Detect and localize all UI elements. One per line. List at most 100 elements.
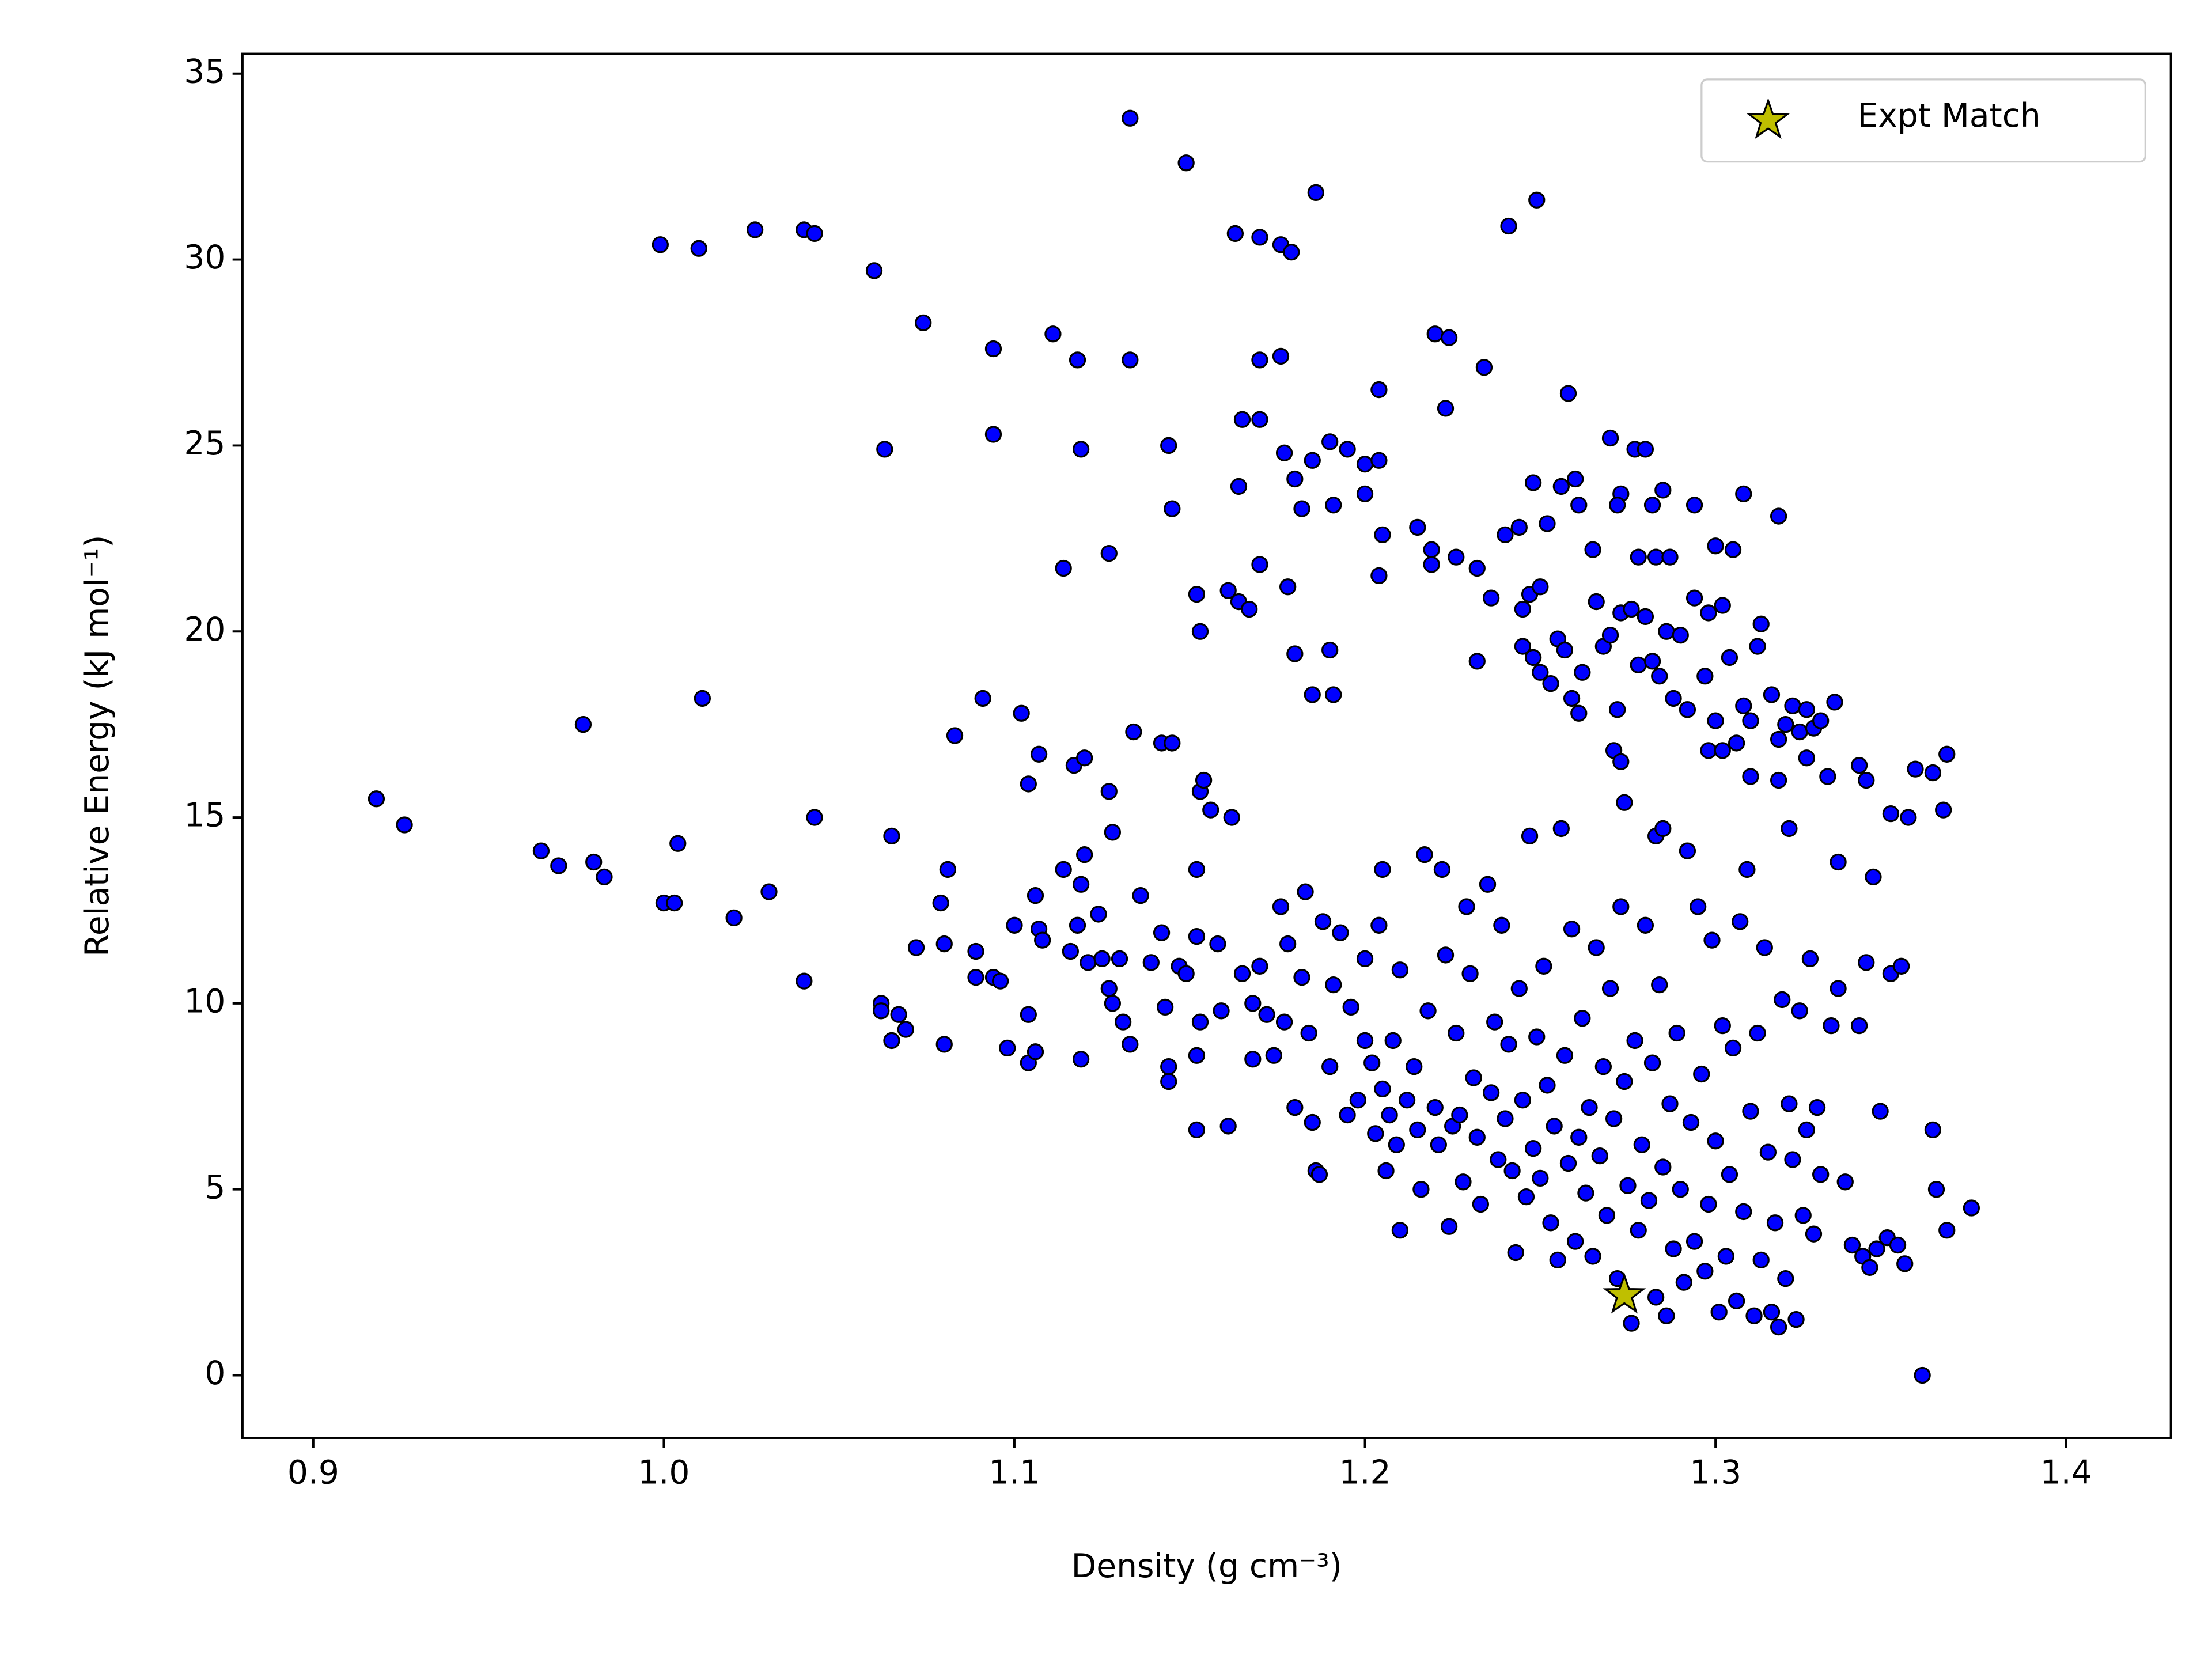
data-point [999, 1039, 1016, 1057]
data-point [1510, 518, 1528, 536]
data-point [1738, 861, 1756, 878]
data-point [1861, 1259, 1878, 1276]
data-point [1153, 924, 1171, 941]
data-point [1889, 1236, 1907, 1254]
data-point [1690, 898, 1707, 915]
data-point [1581, 1099, 1598, 1116]
data-point [1188, 586, 1206, 603]
data-point [1643, 497, 1661, 514]
data-point [1914, 1366, 1931, 1384]
data-point [883, 1032, 900, 1050]
data-point [1626, 1032, 1643, 1050]
data-point [1482, 1084, 1500, 1101]
data-point [1122, 109, 1139, 127]
data-point [1356, 1032, 1374, 1050]
data-point [1591, 1147, 1608, 1165]
data-point [585, 853, 603, 871]
data-point [1279, 578, 1297, 596]
data-point [890, 1006, 907, 1023]
data-point [1514, 600, 1532, 618]
data-point [907, 939, 925, 956]
data-point [1665, 1240, 1682, 1257]
data-point [1714, 1017, 1731, 1035]
data-point [1475, 359, 1493, 376]
data-point [1668, 1024, 1685, 1042]
data-point [1213, 1002, 1230, 1020]
data-point [1605, 1110, 1623, 1127]
data-point [1251, 351, 1268, 369]
data-point [694, 690, 711, 707]
data-point [1830, 853, 1847, 871]
data-point [1843, 1236, 1861, 1254]
data-point [1062, 942, 1079, 960]
data-point [1685, 497, 1703, 514]
data-point [1858, 771, 1875, 789]
data-point [1493, 916, 1510, 934]
data-point [1503, 1162, 1521, 1180]
data-point [939, 861, 956, 878]
data-point [1528, 1028, 1546, 1046]
data-point [1514, 638, 1532, 655]
data-point [1100, 783, 1118, 800]
data-point [1724, 1039, 1742, 1057]
data-point [1293, 500, 1310, 517]
data-point [1072, 1051, 1090, 1068]
data-point [1546, 1118, 1563, 1135]
data-point [1458, 898, 1475, 915]
data-point [746, 221, 764, 238]
data-point [596, 868, 613, 886]
data-point [1430, 1136, 1447, 1153]
y-axis-label: Relative Energy (kJ mol⁻¹) [78, 535, 116, 957]
data-point [1100, 980, 1118, 997]
data-point [1872, 1103, 1889, 1120]
data-point [1588, 939, 1605, 956]
data-point [1640, 1192, 1658, 1209]
data-point [1433, 861, 1451, 878]
data-point [1448, 1024, 1465, 1042]
data-point [1244, 1051, 1262, 1068]
data-point [1777, 715, 1794, 733]
data-point [1090, 906, 1107, 923]
data-point [1756, 939, 1773, 956]
data-point [368, 790, 385, 808]
data-point [1020, 775, 1037, 793]
data-point [1468, 1128, 1486, 1146]
data-point [1637, 916, 1654, 934]
data-point [1935, 801, 1952, 819]
data-point [1584, 1248, 1601, 1265]
data-point [1679, 842, 1696, 859]
data-point [1244, 995, 1262, 1012]
data-point [1307, 184, 1324, 202]
data-point [1188, 1047, 1206, 1064]
data-point [1532, 578, 1549, 596]
data-point [1030, 745, 1048, 763]
data-point [1514, 1092, 1532, 1109]
data-point [1637, 441, 1654, 458]
data-point [1700, 604, 1717, 622]
data-point [1440, 329, 1458, 346]
data-point [1177, 965, 1195, 982]
data-point [946, 727, 964, 744]
data-point [1798, 1121, 1815, 1139]
data-point [1188, 861, 1206, 878]
data-point [1076, 846, 1093, 863]
data-point [1549, 1251, 1566, 1269]
data-point [1448, 548, 1465, 566]
data-point [1332, 924, 1349, 941]
data-point [1598, 1207, 1616, 1224]
data-point [1752, 615, 1770, 632]
data-point [1370, 452, 1388, 469]
data-point [1900, 809, 1917, 826]
data-point [935, 1036, 953, 1053]
data-point [1157, 998, 1174, 1016]
data-point [1907, 760, 1924, 778]
data-point [1774, 991, 1791, 1009]
data-point [1777, 1270, 1794, 1287]
y-tick-label: 35 [184, 52, 225, 90]
data-point [1654, 820, 1672, 838]
data-point [1465, 1069, 1482, 1086]
data-point [1703, 931, 1721, 949]
data-point [1826, 694, 1843, 711]
data-point [1721, 1166, 1738, 1183]
